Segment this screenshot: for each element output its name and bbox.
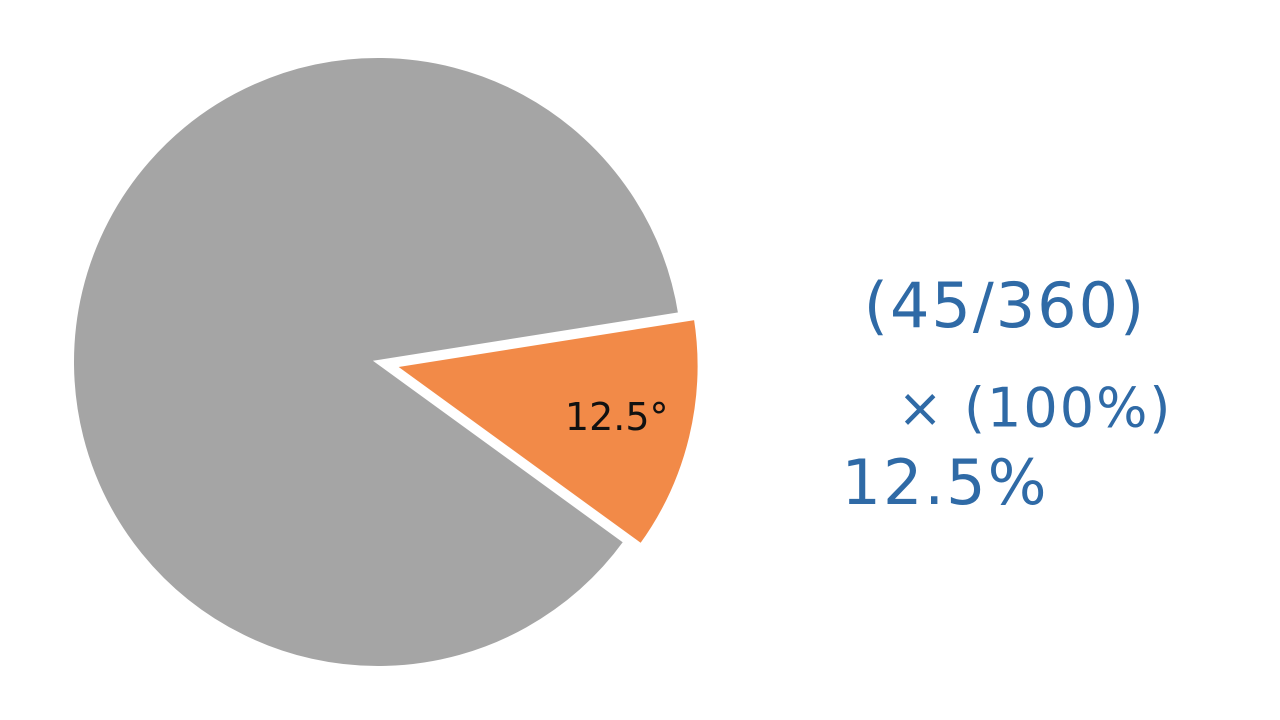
annotation: (45/360) <box>864 269 1147 342</box>
annotation: 12.5% <box>842 446 1049 519</box>
pie-slice <box>70 54 683 670</box>
slice-label: 12.5° <box>565 395 669 439</box>
pie: 12.5° <box>70 54 702 670</box>
pie-slice <box>388 315 702 549</box>
annotation: × (100%) <box>898 377 1173 440</box>
